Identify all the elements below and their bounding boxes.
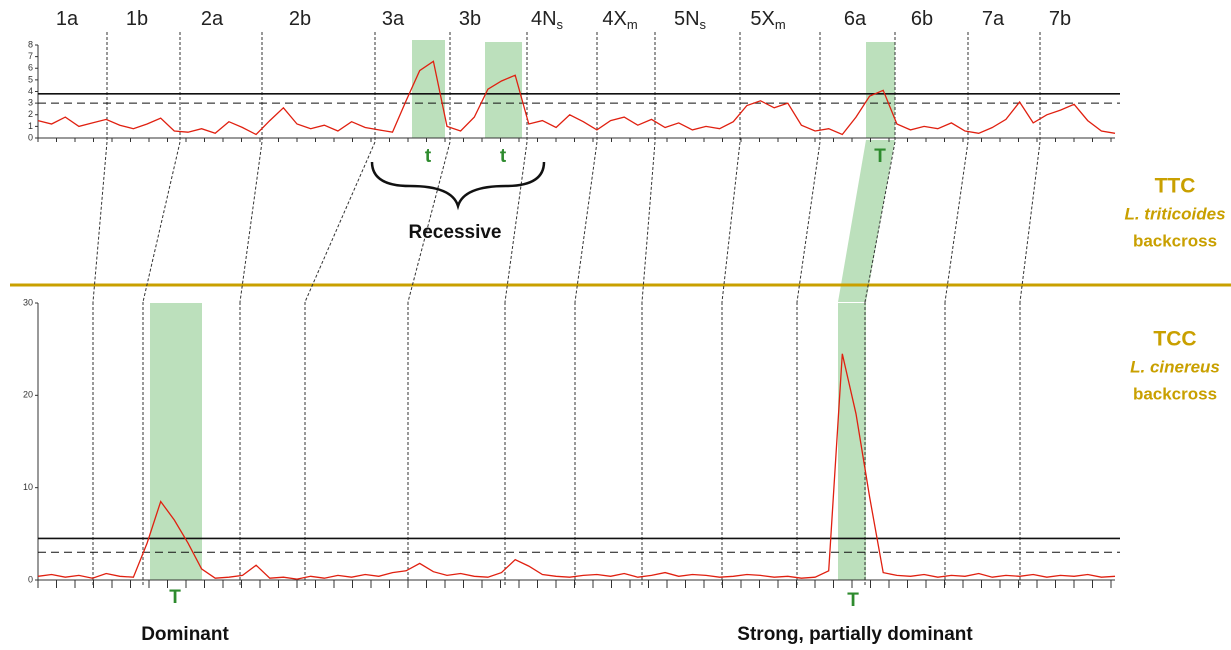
side-label: backcross bbox=[1133, 231, 1217, 250]
y-tick-label: 20 bbox=[23, 390, 33, 400]
y-tick-label: 6 bbox=[28, 63, 33, 73]
chromosome-sub: s bbox=[700, 17, 707, 32]
chromosome-name: 6b bbox=[911, 8, 933, 30]
y-tick-label: 7 bbox=[28, 51, 33, 61]
side-label: TTC bbox=[1155, 175, 1196, 198]
connector bbox=[721, 141, 741, 303]
highlight-bands bbox=[150, 40, 895, 580]
marker: t bbox=[425, 146, 432, 167]
y-tick-label: 2 bbox=[28, 109, 33, 119]
chromosome-sub: m bbox=[627, 17, 638, 32]
connector bbox=[504, 141, 528, 303]
chromosome-label: 1a bbox=[56, 8, 79, 30]
chromosome-name: 5N bbox=[674, 8, 700, 30]
chromosome-label: 7a bbox=[982, 8, 1005, 30]
chromosome-name: 4X bbox=[602, 8, 626, 30]
connector bbox=[641, 141, 656, 303]
chromosome-name: 4N bbox=[531, 8, 557, 30]
marker: T bbox=[169, 587, 181, 608]
chromosome-label: 6a bbox=[844, 8, 867, 30]
chromosome-label: 1b bbox=[126, 8, 148, 30]
side-label: L. triticoides bbox=[1124, 204, 1225, 223]
connector bbox=[239, 141, 263, 303]
chromosome-label: 6b bbox=[911, 8, 933, 30]
chromosome-label: 3a bbox=[382, 8, 405, 30]
chromosome-label: 5Ns bbox=[674, 8, 707, 32]
chromosome-name: 1b bbox=[126, 8, 148, 30]
connector bbox=[574, 141, 598, 303]
chromosome-sub: m bbox=[775, 17, 786, 32]
y-tick-label: 10 bbox=[23, 482, 33, 492]
chromosome-label: 5Xm bbox=[750, 8, 785, 32]
y-tick-label: 0 bbox=[28, 574, 33, 584]
chromosome-label: 7b bbox=[1049, 8, 1071, 30]
chromosome-label: 2b bbox=[289, 8, 311, 30]
chromosome-name: 1a bbox=[56, 8, 79, 30]
connector bbox=[796, 141, 821, 303]
connector bbox=[944, 141, 969, 303]
connector bbox=[304, 141, 376, 303]
chromosome-name: 7b bbox=[1049, 8, 1071, 30]
chromosome-name: 5X bbox=[750, 8, 774, 30]
y-tick-label: 5 bbox=[28, 74, 33, 84]
boundaries bbox=[92, 32, 1041, 585]
side-label: TCC bbox=[1153, 328, 1196, 351]
marker: t bbox=[500, 146, 507, 167]
chromosome-name: 2a bbox=[201, 8, 224, 30]
trace bbox=[37, 353, 1116, 580]
chromosome-label: 3b bbox=[459, 8, 481, 30]
chromosome-name: 6a bbox=[844, 8, 867, 30]
chromosome-label: 4Xm bbox=[602, 8, 637, 32]
connector bbox=[92, 141, 108, 303]
side-label: backcross bbox=[1133, 384, 1217, 403]
marker: T bbox=[874, 146, 886, 167]
chromosome-name: 3b bbox=[459, 8, 481, 30]
y-tick-label: 8 bbox=[28, 39, 33, 49]
side-label: L. cinereus bbox=[1130, 357, 1220, 376]
connector bbox=[1019, 141, 1041, 303]
annotation: Recessive bbox=[409, 222, 502, 243]
chromosome-sub: s bbox=[557, 17, 564, 32]
chromosome-name: 2b bbox=[289, 8, 311, 30]
connector bbox=[142, 141, 181, 303]
chromosome-label: 2a bbox=[201, 8, 224, 30]
chromosome-name: 3a bbox=[382, 8, 405, 30]
y-tick-label: 0 bbox=[28, 132, 33, 142]
brace bbox=[370, 161, 546, 211]
trace bbox=[37, 60, 1116, 136]
y-tick-label: 30 bbox=[23, 297, 33, 307]
chromosome-label: 4Ns bbox=[531, 8, 564, 32]
y-tick-label: 1 bbox=[28, 121, 33, 131]
connector bbox=[864, 141, 896, 303]
y-tick-label: 4 bbox=[28, 86, 33, 96]
y-tick-label: 3 bbox=[28, 98, 33, 108]
annotation: Strong, partially dominant bbox=[737, 624, 973, 645]
annotation: Dominant bbox=[141, 624, 229, 645]
chromosome-name: 7a bbox=[982, 8, 1005, 30]
marker: T bbox=[847, 590, 859, 611]
connector bbox=[407, 141, 451, 303]
